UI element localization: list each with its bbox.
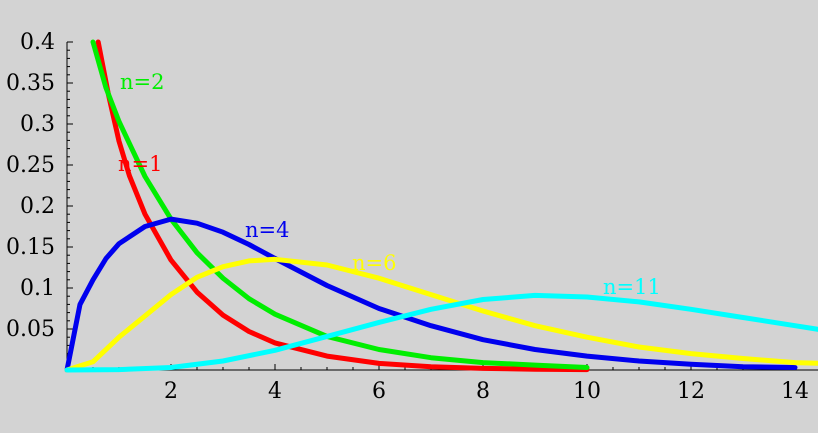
x-tick-label: 4	[268, 379, 282, 404]
series-label-n-2: n=2	[120, 70, 164, 94]
y-tick-label: 0.4	[20, 30, 55, 55]
series-label-n-1: n=1	[118, 152, 162, 176]
x-tick-label: 2	[164, 379, 178, 404]
x-tick-label: 14	[781, 379, 809, 404]
y-tick-label: 0.15	[6, 235, 55, 260]
series-lines	[64, 39, 818, 373]
series-line-n-6	[64, 256, 818, 373]
x-tick-label: 8	[476, 379, 490, 404]
series-line-n-2	[90, 39, 590, 370]
series-label-n-4: n=4	[245, 218, 289, 242]
y-tick-label: 0.3	[20, 112, 55, 137]
series-label-n-6: n=6	[352, 251, 396, 275]
y-tick-label: 0.25	[6, 153, 55, 178]
y-tick-label: 0.35	[6, 71, 55, 96]
series-line-n-11	[64, 292, 818, 373]
y-tick-label: 0.05	[6, 317, 55, 342]
x-tick-label: 6	[372, 379, 386, 404]
series-line-n-1	[95, 39, 590, 373]
series-labels: n=1 n=2 n=4 n=6 n=11	[118, 70, 661, 299]
x-tick-label: 10	[573, 379, 601, 404]
series-label-n-11: n=11	[603, 275, 661, 299]
x-tick-label: 12	[677, 379, 705, 404]
y-tick-label: 0.1	[20, 276, 55, 301]
axes: 2 4 6 8 10 12 14 0.05 0.1 0.15 0.2 0.25 0.3 0.35 0.4	[6, 30, 818, 404]
y-tick-label: 0.2	[20, 194, 55, 219]
